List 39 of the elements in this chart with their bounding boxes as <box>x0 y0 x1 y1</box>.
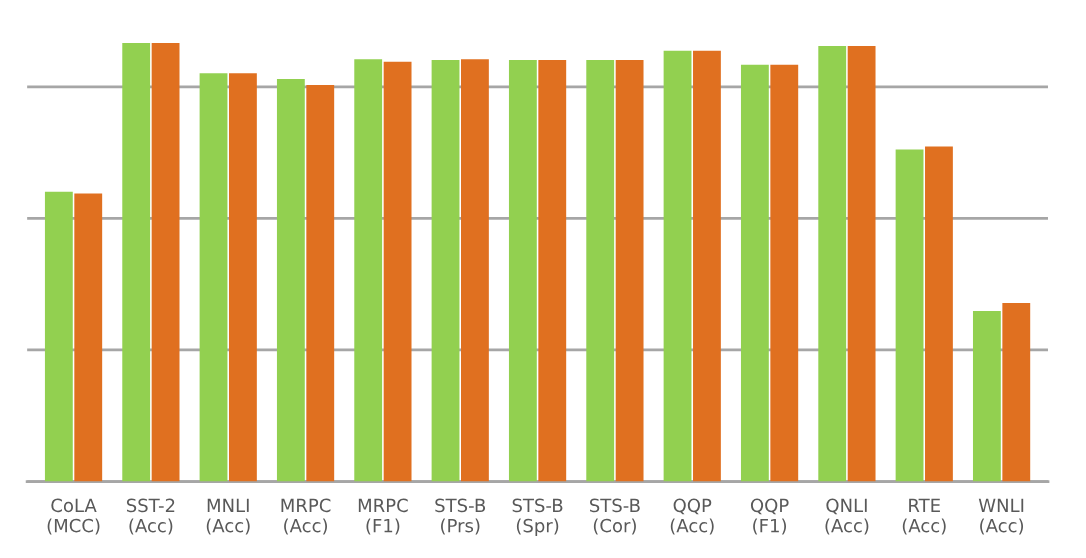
bar <box>818 46 847 482</box>
x-tick-label: MRPC (Acc) <box>281 498 331 535</box>
bar <box>508 60 537 482</box>
bar <box>44 191 73 482</box>
bar <box>461 59 489 482</box>
bar <box>663 50 692 482</box>
x-tick-label: SST-2 (Acc) <box>126 498 175 535</box>
x-tick-label: WNLI (Acc) <box>978 498 1024 535</box>
x-tick-label: QQP (Acc) <box>670 498 714 535</box>
bar <box>895 149 924 482</box>
x-tick-label: MRPC (F1) <box>358 498 408 535</box>
bar <box>151 42 180 482</box>
x-tick-label: QNLI (Acc) <box>825 498 869 535</box>
bar <box>586 60 615 482</box>
bar <box>276 78 305 482</box>
bar <box>847 46 876 482</box>
bar <box>1002 303 1031 482</box>
x-tick-label: STS-B (Spr) <box>512 498 563 536</box>
x-tick-label: CoLA (MCC) <box>47 498 100 535</box>
bar <box>972 310 1001 482</box>
bar <box>383 61 412 482</box>
bar <box>615 60 644 482</box>
bar <box>538 60 567 482</box>
bar <box>229 73 257 482</box>
bar <box>354 59 383 482</box>
bar <box>770 64 799 482</box>
bar <box>693 50 721 482</box>
bar <box>925 146 953 482</box>
bar <box>122 42 151 482</box>
bar <box>431 60 460 482</box>
bar <box>199 73 228 482</box>
x-tick-label: STS-B (Prs) <box>435 498 486 535</box>
bar <box>740 64 769 482</box>
x-tick-label: MNLI (Acc) <box>206 498 250 535</box>
bar <box>306 85 335 482</box>
x-tick-label: RTE (Acc) <box>902 498 946 535</box>
x-tick-label: QQP (F1) <box>750 498 789 535</box>
x-tick-label: STS-B (Cor) <box>590 498 640 535</box>
bar <box>74 193 103 482</box>
